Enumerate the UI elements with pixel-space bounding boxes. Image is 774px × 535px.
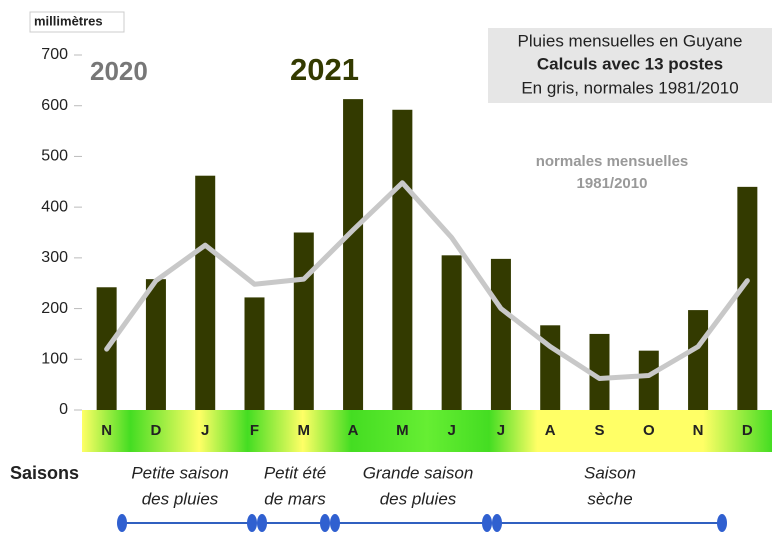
line — [104, 180, 750, 382]
x-tick-label: O — [643, 422, 655, 439]
bar — [490, 258, 511, 410]
bar — [540, 325, 561, 410]
title-box — [488, 28, 772, 103]
x-tick-label: M — [396, 422, 409, 439]
x-tick-label: A — [348, 422, 359, 439]
y-tick-label: 600 — [41, 97, 68, 114]
seasons-label: Saisons — [10, 463, 79, 483]
season-label: Grande saison — [363, 463, 474, 482]
annotation: normales mensuelles — [536, 153, 689, 170]
x-tick-label: D — [742, 422, 753, 439]
title: Pluies mensuelles en Guyane — [518, 31, 743, 50]
season-label: des pluies — [142, 489, 219, 508]
season-label: des pluies — [380, 489, 457, 508]
bar — [441, 255, 462, 410]
season-label: de mars — [264, 489, 326, 508]
x-tick-label: J — [447, 422, 455, 439]
bar — [244, 297, 265, 410]
x-tick-label: N — [101, 422, 112, 439]
y-tick-label: 400 — [41, 198, 68, 215]
x-tick-label: A — [545, 422, 556, 439]
x-tick-label: J — [201, 422, 209, 439]
x-tick-label: N — [693, 422, 704, 439]
y-tick-label: 200 — [41, 300, 68, 317]
subtitle: En gris, normales 1981/2010 — [521, 78, 738, 97]
bar — [343, 99, 364, 410]
season-band — [82, 410, 772, 452]
season-label: Saison — [584, 463, 636, 482]
annotation-bg — [515, 152, 711, 194]
y-label-box — [29, 11, 125, 33]
x-tick-label: F — [250, 422, 259, 439]
y-tick-label: 300 — [41, 249, 68, 266]
x-tick-label: J — [497, 422, 505, 439]
season-lines — [117, 514, 727, 532]
year-label: 2020 — [90, 56, 148, 86]
x-tick-label: D — [151, 422, 162, 439]
season-label: sèche — [587, 489, 632, 508]
bar — [589, 333, 610, 410]
season-label: Petit été — [264, 463, 326, 482]
year-label: 2021 — [290, 52, 359, 87]
bar — [145, 279, 166, 410]
y-tick-label: 0 — [59, 401, 68, 418]
bar — [737, 186, 758, 410]
season-label: Petite saison — [131, 463, 228, 482]
subtitle: Calculs avec 13 postes — [537, 54, 723, 73]
y-tick-label: 100 — [41, 351, 68, 368]
bar — [638, 350, 659, 410]
x-tick-label: M — [298, 422, 311, 439]
bar — [195, 175, 216, 410]
y-axis-label: millimètres — [34, 13, 103, 28]
x-tick-label: S — [594, 422, 604, 439]
annotation: 1981/2010 — [577, 175, 648, 192]
y-tick-label: 500 — [41, 148, 68, 165]
bar — [293, 232, 314, 410]
bar — [392, 109, 413, 411]
bar — [688, 310, 709, 410]
y-tick-label: 700 — [41, 46, 68, 63]
